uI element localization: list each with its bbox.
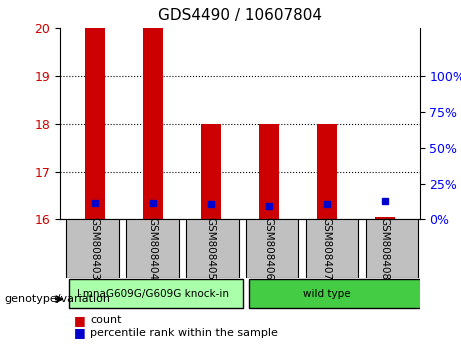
Text: GSM808405: GSM808405 — [206, 217, 216, 280]
FancyBboxPatch shape — [366, 219, 418, 278]
Text: GSM808403: GSM808403 — [90, 217, 100, 280]
Text: percentile rank within the sample: percentile rank within the sample — [90, 328, 278, 338]
Text: GSM808408: GSM808408 — [380, 217, 390, 280]
Text: genotype/variation: genotype/variation — [5, 294, 111, 304]
FancyBboxPatch shape — [186, 219, 238, 278]
Text: GSM808404: GSM808404 — [148, 217, 158, 280]
Title: GDS4490 / 10607804: GDS4490 / 10607804 — [158, 8, 322, 23]
Bar — [374, 217, 395, 219]
FancyBboxPatch shape — [306, 219, 358, 278]
Bar — [142, 28, 163, 219]
FancyBboxPatch shape — [126, 219, 178, 278]
FancyBboxPatch shape — [246, 219, 298, 278]
Bar — [201, 124, 221, 219]
Bar — [259, 124, 279, 219]
FancyBboxPatch shape — [66, 219, 118, 278]
Text: ■: ■ — [74, 314, 85, 327]
Bar — [84, 28, 105, 219]
Text: count: count — [90, 315, 121, 325]
Text: LmnaG609G/G609G knock-in: LmnaG609G/G609G knock-in — [77, 289, 229, 299]
Text: ■: ■ — [74, 326, 85, 339]
Bar — [317, 124, 337, 219]
Text: GSM808407: GSM808407 — [322, 217, 332, 280]
Text: GSM808406: GSM808406 — [264, 217, 274, 280]
FancyBboxPatch shape — [69, 280, 243, 308]
FancyBboxPatch shape — [249, 280, 422, 308]
Text: wild type: wild type — [303, 289, 350, 299]
